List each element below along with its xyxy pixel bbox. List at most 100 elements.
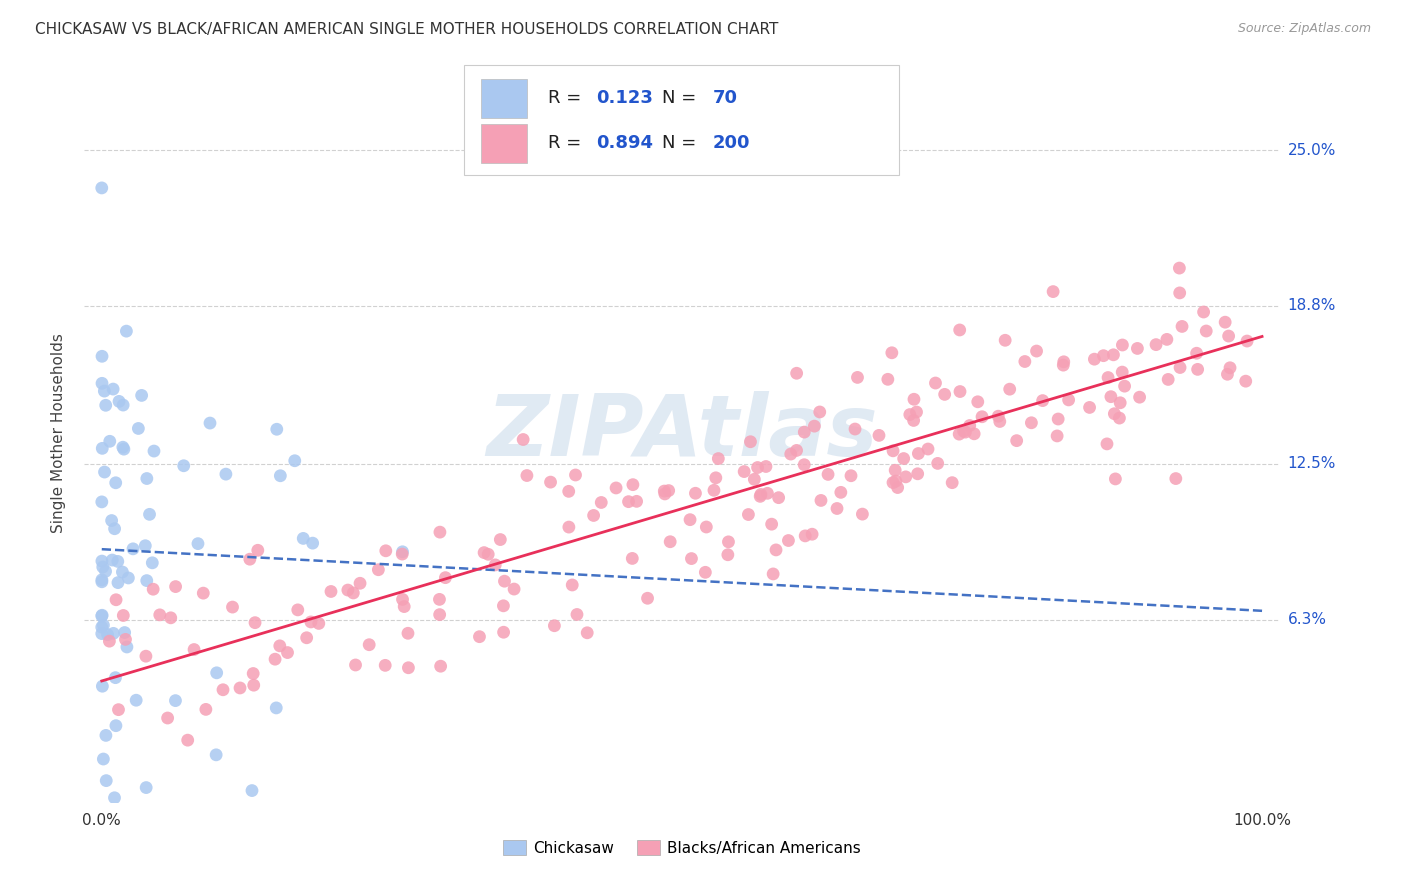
Point	[1104, 472, 1126, 486]
Point	[1005, 434, 1028, 448]
Point	[336, 583, 359, 598]
Point	[1025, 344, 1047, 359]
Point	[884, 463, 907, 477]
Point	[685, 486, 707, 500]
Point	[90, 181, 112, 195]
Point	[884, 474, 907, 488]
Point	[679, 513, 702, 527]
Point	[1104, 407, 1126, 421]
Point	[762, 566, 785, 581]
Point	[492, 599, 515, 613]
Point	[558, 520, 581, 534]
Point	[1195, 324, 1218, 338]
Point	[998, 382, 1021, 396]
Point	[830, 485, 852, 500]
Point	[846, 370, 869, 384]
Point	[1164, 472, 1187, 486]
Point	[794, 529, 817, 543]
Point	[93, 384, 115, 398]
Point	[173, 458, 195, 473]
Point	[94, 564, 117, 578]
Point	[90, 609, 112, 624]
Point	[246, 543, 269, 558]
Point	[564, 467, 586, 482]
Point	[229, 681, 252, 695]
Point	[1156, 332, 1178, 346]
Point	[240, 783, 263, 797]
Point	[876, 372, 898, 386]
Point	[183, 642, 205, 657]
Point	[135, 574, 157, 588]
Point	[266, 422, 288, 436]
Point	[205, 747, 228, 762]
Point	[96, 773, 118, 788]
Point	[342, 586, 364, 600]
Point	[941, 475, 963, 490]
Text: 70: 70	[713, 89, 738, 107]
Text: 200: 200	[713, 135, 751, 153]
Point	[768, 491, 790, 505]
Point	[108, 394, 131, 409]
Point	[654, 487, 676, 501]
Point	[143, 444, 166, 458]
Text: R =: R =	[548, 135, 588, 153]
Point	[844, 422, 866, 436]
FancyBboxPatch shape	[481, 79, 527, 118]
Point	[94, 398, 117, 412]
Text: CHICKASAW VS BLACK/AFRICAN AMERICAN SINGLE MOTHER HOUSEHOLDS CORRELATION CHART: CHICKASAW VS BLACK/AFRICAN AMERICAN SING…	[35, 22, 779, 37]
Point	[1168, 285, 1191, 300]
Point	[131, 388, 153, 402]
Point	[779, 447, 801, 461]
Point	[111, 440, 134, 454]
Y-axis label: Single Mother Households: Single Mother Households	[51, 333, 66, 533]
Legend: Chickasaw, Blacks/African Americans: Chickasaw, Blacks/African Americans	[496, 834, 868, 862]
Point	[905, 405, 928, 419]
Point	[308, 616, 330, 631]
Text: N =: N =	[662, 89, 702, 107]
Point	[177, 733, 200, 747]
Point	[839, 468, 862, 483]
Point	[621, 477, 644, 491]
Point	[786, 366, 808, 380]
Point	[1099, 390, 1122, 404]
Point	[484, 558, 506, 572]
Point	[503, 582, 526, 596]
Point	[396, 626, 419, 640]
Point	[1111, 338, 1133, 352]
Point	[104, 719, 127, 733]
Point	[786, 443, 808, 458]
Point	[111, 565, 134, 579]
Point	[1046, 429, 1069, 443]
Point	[817, 467, 839, 482]
Point	[903, 392, 925, 407]
Point	[391, 592, 413, 607]
Point	[1111, 365, 1133, 379]
Point	[112, 608, 135, 623]
Point	[90, 573, 112, 587]
Point	[778, 533, 800, 548]
Point	[295, 631, 318, 645]
Point	[512, 433, 534, 447]
Point	[103, 790, 125, 805]
Point	[1192, 305, 1215, 319]
Point	[1234, 374, 1257, 388]
Point	[1168, 360, 1191, 375]
Point	[284, 454, 307, 468]
Point	[429, 607, 451, 622]
Point	[747, 460, 769, 475]
Point	[494, 574, 516, 589]
Point	[966, 394, 988, 409]
Point	[1052, 358, 1074, 372]
Point	[90, 495, 112, 509]
Point	[988, 415, 1011, 429]
Point	[100, 514, 122, 528]
Point	[107, 703, 129, 717]
Point	[142, 582, 165, 597]
Point	[391, 545, 413, 559]
Point	[93, 465, 115, 479]
Point	[292, 532, 315, 546]
Text: 0.894: 0.894	[596, 135, 652, 153]
Point	[1042, 285, 1064, 299]
Point	[949, 384, 972, 399]
Point	[359, 638, 381, 652]
